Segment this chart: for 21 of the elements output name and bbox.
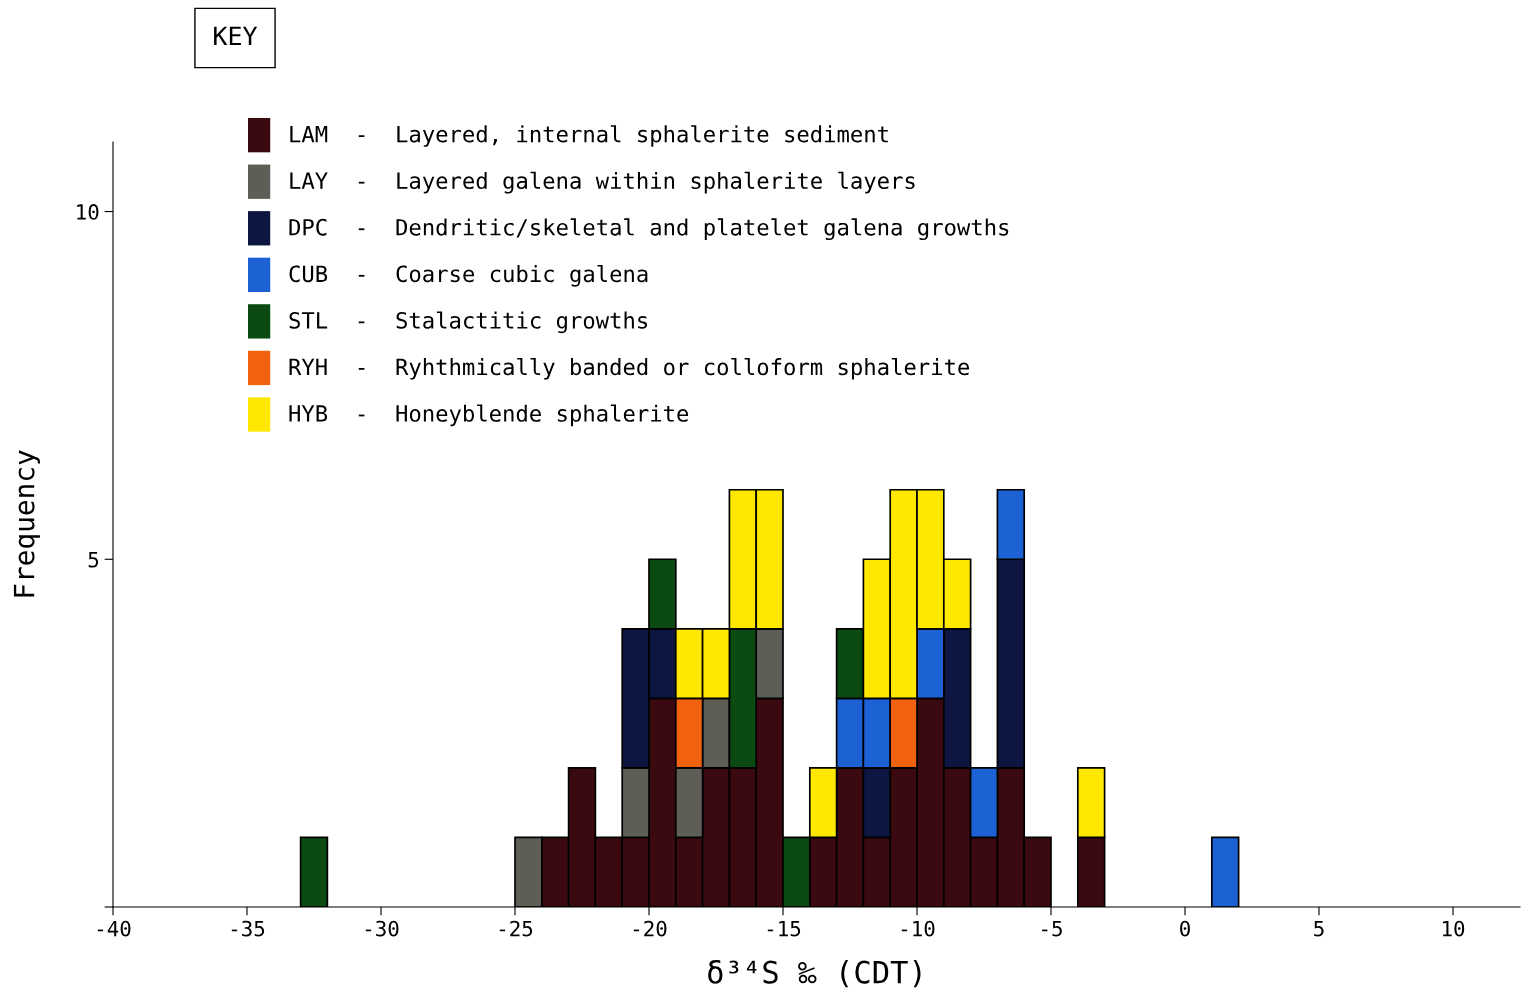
y-axis-title: Frequency [13,450,40,597]
legend-label: STL - Stalactitic growths [289,311,648,334]
x-tick-label: -40 [97,920,131,937]
x-tick-label: -20 [633,920,667,937]
x-tick-label: -25 [499,920,533,937]
legend-label: LAY - Layered galena within sphalerite layers [290,171,915,194]
x-tick-label: -15 [767,920,801,937]
legend-label: RYH - Ryhthmically banded or colloform sphalerite [289,358,970,380]
x-tick-label: 10 [1442,920,1465,937]
x-tick-label: -10 [901,920,935,937]
x-tick-label: -35 [231,920,265,937]
x-tick-label: 0 [1180,920,1190,937]
x-axis-title: δ³⁴S ‰ (CDT) [708,959,921,988]
x-tick-label: -5 [1042,920,1062,937]
x-tick-label: -30 [365,920,399,937]
legend-label: HYB - Honeyblende sphalerite [289,404,689,427]
x-tick-label: 5 [1314,920,1324,937]
legend-label: DPC - Dendritic/skeletal and platelet galena growths [289,218,1009,241]
legend-label: LAM - Layered, internal sphalerite sediment [290,125,888,147]
legend-label: CUB - Coarse cubic galena [289,264,648,287]
legend-title: KEY [214,26,258,45]
